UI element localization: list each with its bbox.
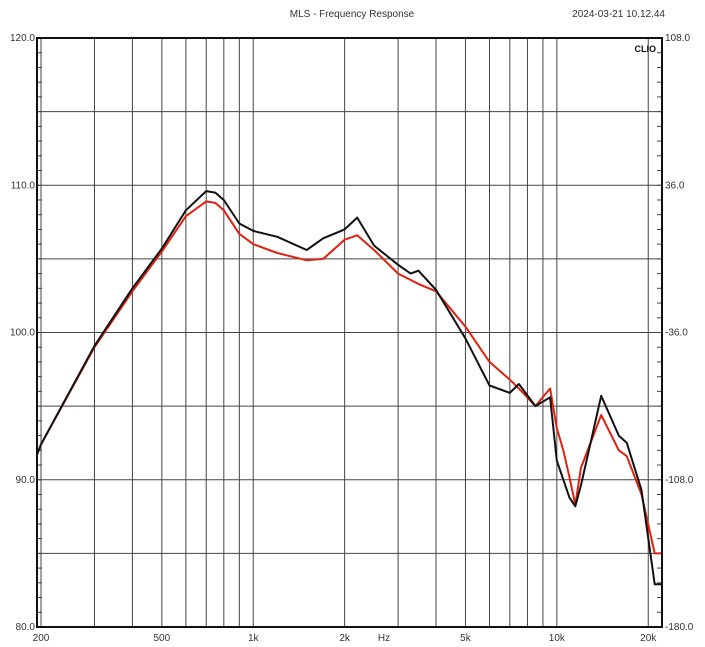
y-tick-label-left: 110.0 [11, 180, 36, 191]
x-axis-unit: Hz [378, 633, 390, 644]
y-tick-label-right: 36.0 [665, 180, 685, 191]
x-tick-label: 1k [248, 633, 260, 644]
grid [37, 37, 662, 628]
x-tick-label: 2k [339, 633, 351, 644]
y-tick-label-left: 100.0 [10, 328, 35, 339]
x-tick-label: 500 [153, 633, 170, 644]
y-tick-label-right: 108.0 [665, 33, 690, 44]
y-tick-label-left: 120.0 [10, 33, 35, 44]
series-line-0 [36, 190, 662, 586]
axis-labels: 200 500 1k 2k 5k 10k 20k 120.0 110.0 100.0 90.0 80.… [10, 33, 694, 644]
y-tick-label-right: -36.0 [665, 328, 688, 339]
plot-frame [36, 37, 663, 628]
y-tick-label-right: -180.0 [665, 622, 694, 633]
y-tick-label-left: 80.0 [16, 622, 36, 633]
x-tick-label: 5k [460, 633, 472, 644]
brand-label: CLIO [635, 44, 657, 54]
y-tick-label-right: -108.0 [665, 475, 694, 486]
chart-title: MLS - Frequency Response [290, 9, 415, 20]
series-group [36, 190, 662, 586]
y-tick-label-left: 90.0 [16, 475, 36, 486]
x-tick-label: 10k [549, 633, 566, 644]
series-line-1 [36, 200, 662, 555]
x-tick-label: 20k [640, 633, 657, 644]
timestamp: 2024-03-21 10.12.44 [572, 9, 665, 20]
x-tick-label: 200 [33, 633, 50, 644]
